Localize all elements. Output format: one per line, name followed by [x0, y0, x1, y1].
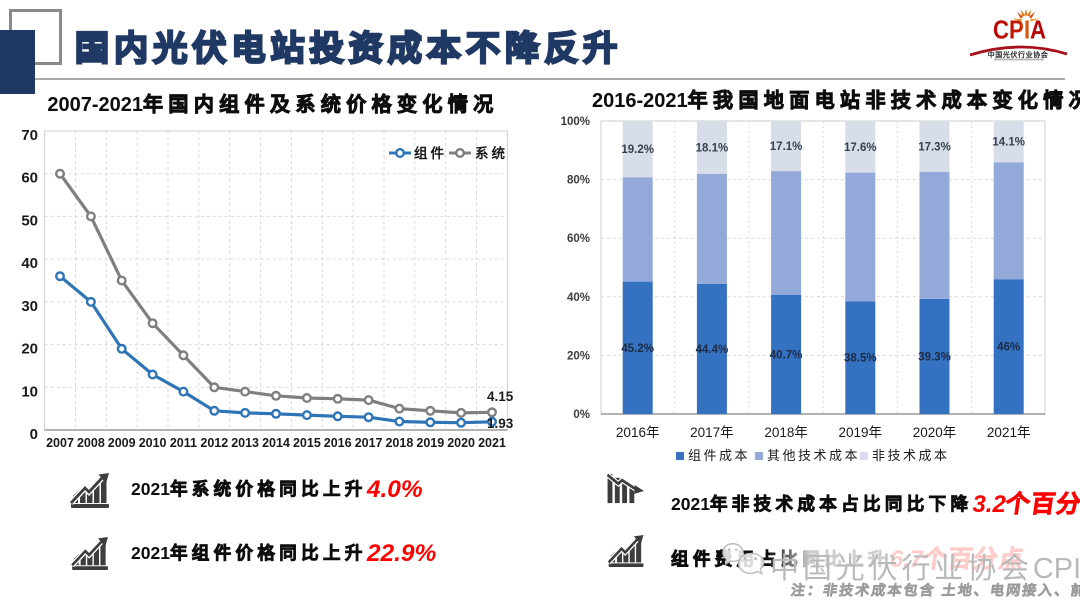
- svg-text:2018: 2018: [385, 436, 413, 450]
- svg-text:38.5%: 38.5%: [844, 353, 877, 365]
- svg-text:30: 30: [21, 298, 38, 315]
- svg-text:2021: 2021: [478, 436, 506, 450]
- svg-text:2017年: 2017年: [690, 425, 734, 440]
- svg-text:系统: 系统: [475, 145, 508, 161]
- svg-text:10: 10: [21, 383, 38, 400]
- svg-text:18.1%: 18.1%: [696, 143, 729, 155]
- svg-text:40%: 40%: [567, 292, 590, 304]
- svg-text:20: 20: [21, 341, 38, 358]
- svg-text:100%: 100%: [561, 116, 590, 128]
- svg-text:2012: 2012: [200, 436, 228, 450]
- svg-text:80%: 80%: [567, 175, 590, 187]
- svg-text:17.1%: 17.1%: [770, 141, 803, 153]
- svg-text:20%: 20%: [567, 350, 590, 362]
- svg-text:19.2%: 19.2%: [621, 144, 654, 156]
- svg-text:组件成本: 组件成本: [688, 448, 750, 463]
- svg-text:2017: 2017: [355, 436, 383, 450]
- svg-text:17.3%: 17.3%: [918, 141, 951, 153]
- svg-text:组件: 组件: [414, 145, 447, 161]
- svg-text:14.1%: 14.1%: [992, 137, 1025, 149]
- svg-text:70: 70: [21, 127, 38, 144]
- svg-text:CPIA: CPIA: [993, 15, 1046, 45]
- svg-text:0%: 0%: [573, 409, 590, 421]
- svg-text:40: 40: [21, 255, 38, 272]
- svg-text:2008: 2008: [77, 436, 105, 450]
- svg-text:4.15: 4.15: [487, 389, 514, 404]
- svg-text:44.4%: 44.4%: [696, 344, 729, 356]
- svg-text:46%: 46%: [997, 342, 1020, 354]
- svg-text:2015: 2015: [293, 436, 321, 450]
- svg-text:40.7%: 40.7%: [770, 349, 803, 361]
- svg-text:17.6%: 17.6%: [844, 142, 877, 154]
- svg-text:2014: 2014: [262, 436, 290, 450]
- svg-text:中国光伏行业协会: 中国光伏行业协会: [988, 50, 1049, 59]
- svg-text:2018年: 2018年: [764, 425, 808, 440]
- svg-text:50: 50: [21, 212, 38, 229]
- svg-text:2019: 2019: [416, 436, 444, 450]
- svg-text:60: 60: [21, 170, 38, 187]
- svg-text:39.3%: 39.3%: [918, 351, 951, 363]
- svg-text:2021年: 2021年: [987, 425, 1031, 440]
- svg-text:2020年: 2020年: [913, 425, 957, 440]
- svg-text:其他技术成本: 其他技术成本: [767, 448, 860, 463]
- svg-text:非技术成本: 非技术成本: [872, 448, 950, 463]
- svg-text:2009: 2009: [108, 436, 136, 450]
- svg-text:2013: 2013: [231, 436, 259, 450]
- svg-text:45.2%: 45.2%: [621, 343, 654, 355]
- svg-text:2019年: 2019年: [839, 425, 883, 440]
- svg-text:0: 0: [30, 426, 38, 443]
- svg-text:2010: 2010: [139, 436, 167, 450]
- svg-text:2016: 2016: [324, 436, 352, 450]
- svg-text:2011: 2011: [170, 436, 197, 450]
- svg-text:2016年: 2016年: [616, 425, 660, 440]
- svg-text:60%: 60%: [567, 233, 590, 245]
- svg-text:2007: 2007: [46, 436, 74, 450]
- svg-text:1.93: 1.93: [487, 416, 514, 431]
- svg-text:2020: 2020: [447, 436, 475, 450]
